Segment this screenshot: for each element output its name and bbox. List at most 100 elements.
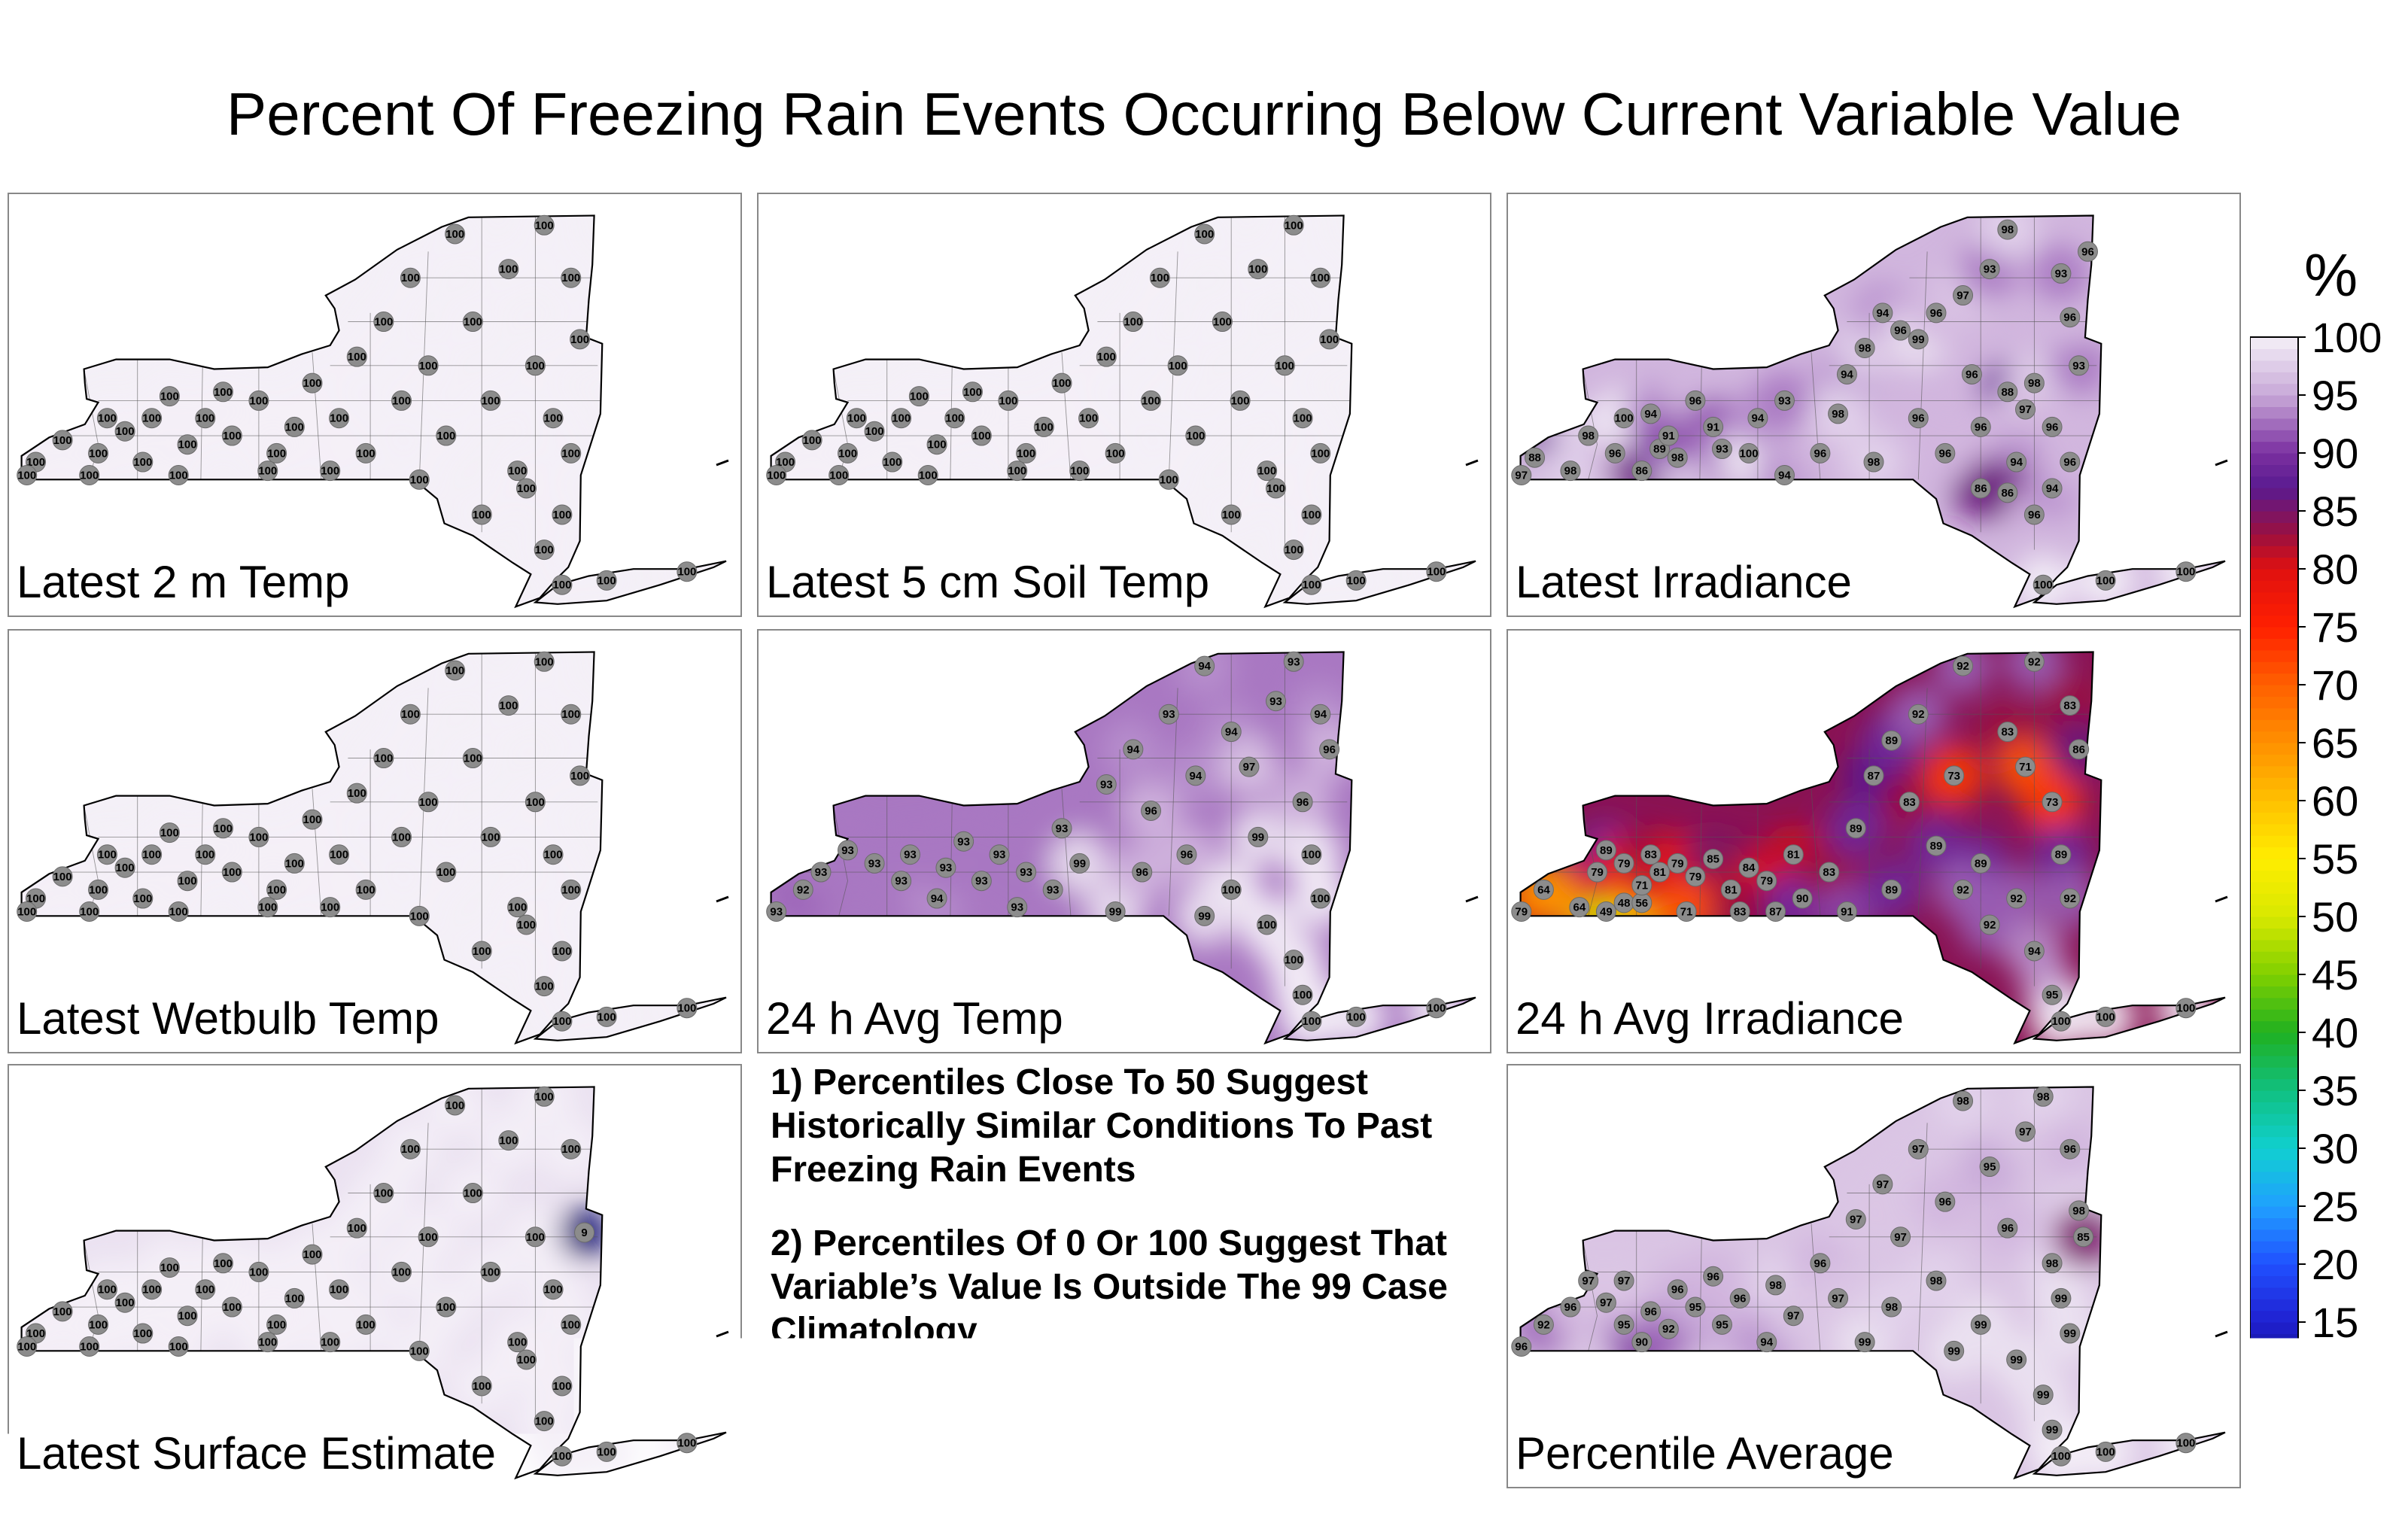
station-value: 100 bbox=[214, 822, 233, 835]
station-value: 87 bbox=[1769, 906, 1782, 919]
colorbar-swatch bbox=[2250, 1322, 2298, 1334]
colorbar-swatch bbox=[2250, 453, 2298, 465]
note-1: 1) Percentiles Close To 50 Suggest Histo… bbox=[771, 1061, 1478, 1192]
station-marker: 100 bbox=[1034, 417, 1054, 436]
station-marker: 64 bbox=[1534, 880, 1553, 899]
station-marker: 100 bbox=[1096, 347, 1116, 366]
note-2: 2) Percentiles Of 0 Or 100 Suggest That … bbox=[771, 1222, 1478, 1353]
station-value: 100 bbox=[1231, 394, 1250, 407]
station-marker: 100 bbox=[80, 1337, 99, 1357]
station-value: 94 bbox=[1198, 660, 1211, 673]
colorbar-swatch bbox=[2250, 1217, 2298, 1230]
station-marker: 100 bbox=[1284, 540, 1303, 560]
station-marker: 86 bbox=[1632, 461, 1652, 481]
station-marker: 100 bbox=[418, 792, 438, 812]
station-marker: 100 bbox=[160, 387, 179, 406]
station-marker: 100 bbox=[1739, 443, 1759, 463]
station-value: 100 bbox=[561, 272, 580, 284]
station-marker: 97 bbox=[1579, 1271, 1598, 1290]
station-marker: 100 bbox=[436, 1297, 456, 1317]
colorbar-swatch bbox=[2250, 511, 2298, 523]
station-marker: 100 bbox=[1614, 409, 1634, 428]
station-value: 100 bbox=[499, 700, 518, 713]
map-panel-24h-avg-irradiance: 79 64 64 49 48 56 79 89 79 71 81 83 79 79 85 81 84 79 87 81… bbox=[1507, 629, 2241, 1053]
station-value: 100 bbox=[178, 439, 197, 451]
station-value: 100 bbox=[116, 425, 135, 438]
station-value: 85 bbox=[1707, 853, 1719, 866]
station-marker: 99 bbox=[1195, 906, 1215, 926]
station-value: 100 bbox=[2051, 1015, 2070, 1028]
station-marker: 100 bbox=[2051, 1011, 2071, 1031]
station-value: 94 bbox=[2046, 482, 2059, 495]
station-marker: 100 bbox=[1302, 505, 1321, 524]
station-value: 100 bbox=[561, 883, 580, 896]
station-value: 83 bbox=[1644, 849, 1657, 862]
station-marker: 100 bbox=[1159, 470, 1178, 489]
station-marker: 100 bbox=[400, 704, 420, 724]
station-value: 94 bbox=[1778, 470, 1791, 482]
colorbar-swatch bbox=[2250, 673, 2298, 685]
station-value: 100 bbox=[1222, 883, 1241, 896]
colorbar-swatch bbox=[2250, 824, 2298, 836]
credit-line: Created By Nick Bassill Via COMET Partne… bbox=[0, 1497, 2408, 1529]
station-value: 99 bbox=[1947, 1345, 1960, 1357]
station-value: 100 bbox=[552, 945, 571, 958]
station-value: 100 bbox=[98, 412, 117, 425]
station-marker: 93 bbox=[954, 831, 974, 851]
station-marker: 100 bbox=[303, 810, 322, 829]
station-marker: 100 bbox=[115, 858, 135, 877]
station-value: 92 bbox=[1912, 708, 1925, 721]
station-marker: 96 bbox=[2024, 505, 2044, 524]
station-marker: 97 bbox=[1614, 1271, 1634, 1290]
station-value: 100 bbox=[214, 386, 233, 399]
panel-label: Latest Surface Estimate bbox=[17, 1428, 496, 1479]
station-marker: 48 bbox=[1614, 893, 1634, 913]
station-value: 100 bbox=[544, 1284, 563, 1296]
station-value: 97 bbox=[1515, 470, 1528, 482]
station-marker: 83 bbox=[1899, 792, 1919, 812]
station-value: 92 bbox=[2010, 892, 2023, 905]
station-value: 100 bbox=[258, 465, 277, 478]
station-value: 98 bbox=[1930, 1275, 1943, 1287]
station-value: 100 bbox=[482, 394, 500, 407]
station-value: 96 bbox=[2028, 509, 2041, 521]
station-marker: 95 bbox=[2042, 985, 2062, 1005]
station-value: 100 bbox=[535, 1090, 554, 1103]
station-value: 97 bbox=[1600, 1296, 1613, 1309]
station-value: 100 bbox=[1035, 421, 1054, 433]
station-marker: 79 bbox=[1686, 867, 1705, 886]
station-value: 89 bbox=[1930, 840, 1943, 853]
station-value: 86 bbox=[1635, 465, 1648, 478]
map-panel-latest-surface-estimate: 100 100 100 100 100 100 100 100 100 100 100 100 100 1… bbox=[8, 1064, 742, 1488]
station-marker: 96 bbox=[1512, 1337, 1531, 1357]
station-marker: 100 bbox=[267, 1315, 287, 1334]
station-value: 97 bbox=[1850, 1213, 1862, 1226]
station-value: 100 bbox=[535, 1415, 554, 1428]
station-value: 93 bbox=[1288, 655, 1300, 668]
station-value: 100 bbox=[89, 447, 108, 460]
station-marker: 96 bbox=[1293, 792, 1312, 812]
station-value: 100 bbox=[142, 849, 161, 862]
station-marker: 94 bbox=[1123, 740, 1143, 759]
station-marker: 93 bbox=[901, 845, 920, 865]
station-marker: 93 bbox=[1052, 819, 1072, 838]
station-value: 100 bbox=[419, 1231, 438, 1244]
station-marker: 100 bbox=[802, 430, 822, 450]
station-marker: 100 bbox=[883, 452, 902, 472]
station-value: 100 bbox=[1257, 919, 1276, 932]
colorbar-swatch bbox=[2250, 1427, 2298, 1439]
colorbar-tick-label: 40 bbox=[2312, 1009, 2358, 1056]
station-marker: 100 bbox=[436, 426, 456, 445]
colorbar-swatch bbox=[2250, 1333, 2298, 1345]
station-value: 100 bbox=[1294, 412, 1312, 425]
station-value: 96 bbox=[1136, 866, 1148, 879]
station-marker: 100 bbox=[525, 1227, 545, 1247]
station-value: 100 bbox=[544, 849, 563, 862]
station-value: 97 bbox=[1832, 1292, 1844, 1305]
station-marker: 100 bbox=[142, 409, 162, 428]
station-value: 96 bbox=[1609, 447, 1622, 460]
station-value: 100 bbox=[526, 1231, 545, 1244]
colorbar-swatch bbox=[2250, 1241, 2298, 1253]
station-marker: 83 bbox=[1641, 845, 1661, 865]
station-marker: 89 bbox=[1596, 840, 1616, 860]
